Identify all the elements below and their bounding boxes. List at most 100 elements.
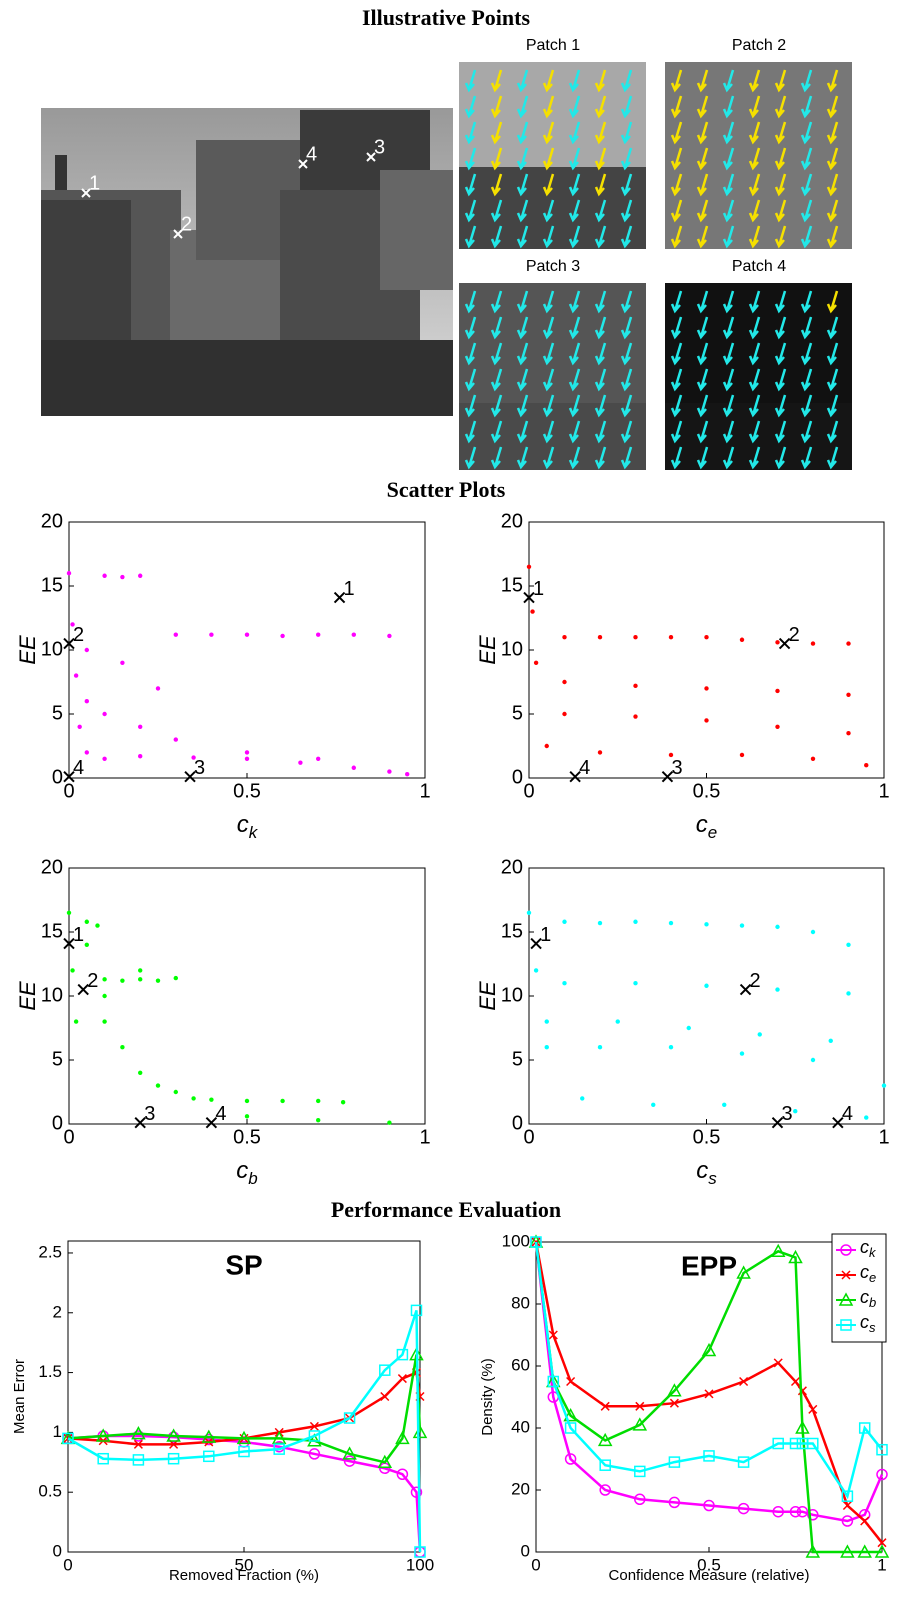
marker bbox=[808, 1404, 818, 1414]
flow-arrow bbox=[748, 342, 761, 366]
scatter-point bbox=[704, 718, 709, 723]
scatter-point bbox=[102, 756, 107, 761]
flow-arrow bbox=[670, 69, 683, 93]
flow-arrow bbox=[774, 316, 787, 340]
x-axis-label-sub: k bbox=[249, 823, 259, 842]
marker bbox=[412, 1424, 428, 1439]
y-tick-label: 2.5 bbox=[38, 1242, 62, 1261]
x-tick-label: 1 bbox=[419, 1126, 430, 1148]
marker bbox=[795, 1420, 810, 1434]
scatter-point bbox=[810, 756, 816, 761]
scatter-point bbox=[668, 752, 674, 758]
marker bbox=[380, 1391, 390, 1402]
flow-arrow bbox=[620, 420, 633, 444]
scatter-point bbox=[84, 750, 90, 755]
scatter-point bbox=[793, 1109, 798, 1114]
flow-arrow bbox=[542, 420, 555, 444]
scatter-point bbox=[155, 686, 161, 691]
legend-label: ck bbox=[860, 1237, 877, 1261]
marker bbox=[789, 1437, 802, 1450]
flow-arrow bbox=[826, 69, 839, 93]
scatter-point bbox=[138, 724, 143, 729]
scatter-point bbox=[668, 1045, 674, 1050]
marker bbox=[634, 1493, 646, 1506]
flow-arrow bbox=[542, 69, 555, 93]
marked-point bbox=[523, 591, 535, 604]
flow-arrow bbox=[620, 69, 633, 93]
flow-arrow bbox=[826, 446, 839, 470]
flow-arrow bbox=[722, 173, 735, 197]
point-label: 1 bbox=[89, 172, 100, 194]
flow-arrow bbox=[696, 290, 709, 314]
x-axis-label-base: c bbox=[696, 1157, 708, 1184]
scatter-point bbox=[244, 632, 250, 637]
x-tick-label: 1 bbox=[878, 1126, 889, 1148]
marker bbox=[789, 1505, 802, 1518]
marker bbox=[166, 1428, 181, 1442]
flow-arrow bbox=[774, 394, 787, 418]
marker bbox=[530, 1236, 542, 1248]
scatter-point bbox=[244, 1098, 250, 1104]
flow-arrow bbox=[490, 420, 503, 444]
flow-arrow bbox=[568, 199, 581, 223]
scatter-point bbox=[120, 1045, 125, 1050]
scatter-point bbox=[387, 769, 392, 774]
flow-arrow bbox=[516, 342, 529, 366]
scatter-point bbox=[864, 763, 869, 768]
marked-point bbox=[63, 637, 75, 650]
marker bbox=[736, 1265, 751, 1279]
scatter-point bbox=[562, 679, 567, 685]
legend-label: ce bbox=[860, 1262, 876, 1286]
scatter-point bbox=[70, 622, 75, 627]
flow-arrow bbox=[696, 316, 709, 340]
flow-arrow bbox=[670, 420, 683, 444]
marker bbox=[703, 1450, 715, 1462]
marked-point bbox=[739, 983, 752, 996]
x-tick-label: 1 bbox=[877, 1555, 886, 1574]
plot-area bbox=[528, 521, 885, 779]
flow-arrow bbox=[568, 95, 581, 119]
marker bbox=[343, 1455, 356, 1467]
marker bbox=[840, 1544, 855, 1558]
flow-arrow bbox=[620, 95, 633, 119]
scatter-point bbox=[597, 1045, 603, 1050]
scatter-point bbox=[597, 750, 603, 755]
flow-arrow bbox=[722, 316, 735, 340]
y-axis-label: EE bbox=[15, 635, 40, 665]
scatter-point bbox=[775, 640, 780, 645]
scatter-point bbox=[562, 711, 567, 717]
legend-marker bbox=[841, 1270, 851, 1280]
marker bbox=[564, 1422, 577, 1434]
scatter-point bbox=[209, 1097, 214, 1102]
patch bbox=[459, 167, 646, 249]
y-tick-label: 20 bbox=[501, 856, 523, 878]
marked-point bbox=[63, 937, 75, 950]
series-line bbox=[67, 1354, 422, 1464]
scatter-point bbox=[191, 1096, 196, 1101]
scatter-point bbox=[775, 688, 780, 694]
patch-title: Patch 2 bbox=[732, 37, 786, 54]
legend-label-sub: s bbox=[869, 1320, 876, 1335]
flow-arrow bbox=[464, 121, 477, 145]
x-axis-label: ce bbox=[696, 811, 717, 842]
flow-arrow bbox=[594, 290, 607, 314]
flow-arrow bbox=[696, 446, 709, 470]
flow-arrow bbox=[594, 199, 607, 223]
scatter-point bbox=[84, 942, 90, 947]
flow-arrow bbox=[722, 69, 735, 93]
marked-label: 3 bbox=[671, 757, 682, 779]
scatter-point bbox=[530, 609, 535, 614]
flow-arrow bbox=[490, 199, 503, 223]
x-axis-label-sub: b bbox=[248, 1169, 257, 1188]
y-tick-label: 0 bbox=[52, 766, 63, 788]
flow-arrow bbox=[696, 420, 709, 444]
flow-arrow bbox=[516, 147, 529, 171]
flow-arrow bbox=[516, 394, 529, 418]
flow-arrow bbox=[800, 446, 813, 470]
y-tick-label: 0 bbox=[53, 1541, 62, 1560]
flow-arrow bbox=[722, 147, 735, 171]
flow-arrow bbox=[800, 420, 813, 444]
x-axis-label-base: c bbox=[696, 811, 708, 838]
flow-arrow bbox=[774, 342, 787, 366]
flow-arrow bbox=[748, 199, 761, 223]
